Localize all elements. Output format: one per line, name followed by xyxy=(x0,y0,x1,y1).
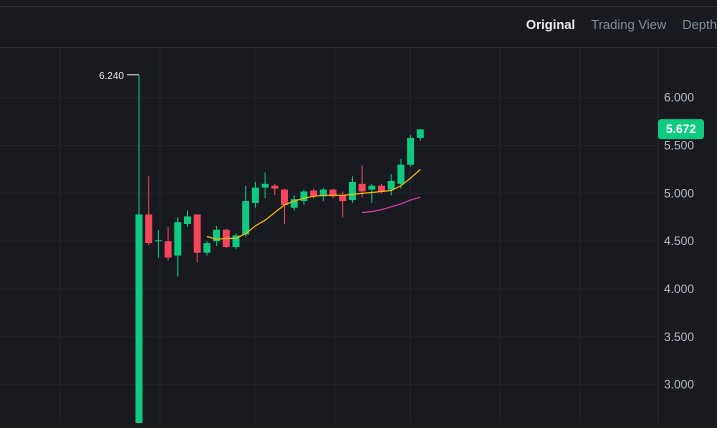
candle-up xyxy=(319,189,327,197)
price-markers: 6.240 5.672 xyxy=(99,71,704,140)
candle-down xyxy=(281,189,288,205)
candle-up xyxy=(407,137,415,165)
moving-averages xyxy=(206,169,421,240)
tab-depth[interactable]: Depth xyxy=(682,17,717,32)
grid-lines xyxy=(0,48,658,423)
candle-down xyxy=(310,190,318,197)
candle-up xyxy=(203,243,211,253)
ma-short-line xyxy=(206,169,421,240)
candle-down xyxy=(164,241,172,258)
candle-down xyxy=(378,185,385,192)
high-marker-label: 6.240 xyxy=(99,71,124,82)
candle-up xyxy=(213,229,221,242)
candle-up xyxy=(135,214,143,423)
candle-down xyxy=(329,189,337,197)
candle-down xyxy=(358,183,366,192)
y-axis-tick-label: 3.500 xyxy=(664,330,694,344)
candle-up xyxy=(232,235,240,247)
candle-up xyxy=(348,181,356,201)
price-chart[interactable]: 6.000 5.500 5.000 4.500 4.000 3.500 3.000 6.24… xyxy=(0,48,717,423)
y-axis-tick-label: 4.500 xyxy=(664,234,694,248)
candle-up xyxy=(261,183,269,188)
y-axis: 6.000 5.500 5.000 4.500 4.000 3.500 3.000 xyxy=(664,91,694,392)
chart-view-tabs: Original Trading View Depth xyxy=(526,17,717,32)
candle-up xyxy=(368,185,376,190)
candles xyxy=(135,74,424,423)
y-axis-tick-label: 5.500 xyxy=(664,139,694,153)
tab-trading-view[interactable]: Trading View xyxy=(591,17,667,32)
y-axis-tick-label: 5.000 xyxy=(664,186,694,200)
candle-up xyxy=(251,187,259,203)
last-price-badge xyxy=(658,119,704,140)
candle-up xyxy=(300,191,308,202)
candle-down xyxy=(339,195,347,202)
y-axis-tick-label: 4.000 xyxy=(664,282,694,296)
candle-up xyxy=(242,201,250,235)
tab-original[interactable]: Original xyxy=(526,17,576,32)
candle-up xyxy=(290,199,298,208)
candle-up xyxy=(174,222,182,256)
chart-header: Original Trading View Depth xyxy=(0,7,717,48)
candle-down xyxy=(145,214,153,244)
candle-up xyxy=(416,129,424,138)
last-price-label: 5.672 xyxy=(666,122,696,136)
candle-up xyxy=(154,240,162,242)
y-axis-tick-label: 3.000 xyxy=(664,378,694,392)
top-divider xyxy=(0,6,717,7)
candle-up xyxy=(397,164,405,184)
candle-up xyxy=(387,180,395,190)
candlestick-chart-svg[interactable]: 6.000 5.500 5.000 4.500 4.000 3.500 3.000 6.24… xyxy=(0,48,717,423)
ma-long-line xyxy=(362,196,421,214)
candle-down xyxy=(271,185,279,189)
candle-up xyxy=(184,216,191,225)
y-axis-tick-label: 6.000 xyxy=(664,91,694,105)
candle-down xyxy=(193,214,201,253)
